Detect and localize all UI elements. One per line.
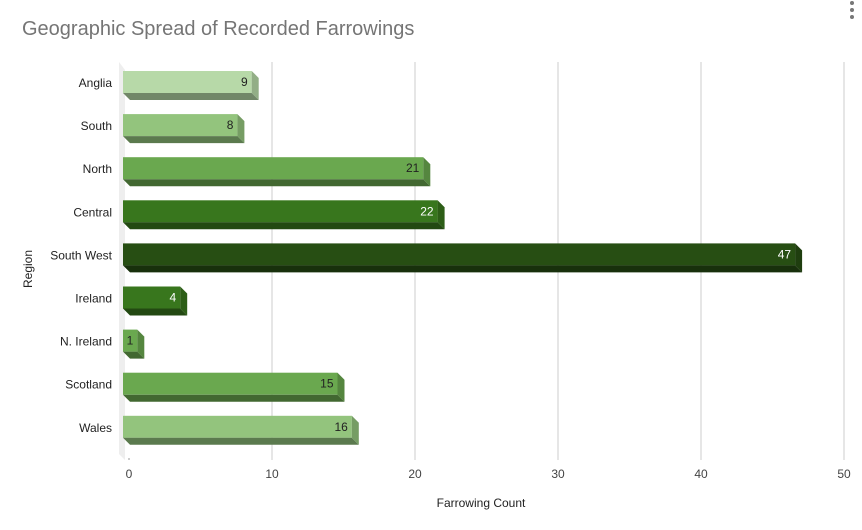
chart-title: Geographic Spread of Recorded Farrowings [22, 18, 415, 40]
data-label: 9 [241, 75, 248, 89]
bar-bottom-face [123, 394, 345, 402]
y-category-label: Central [73, 205, 112, 219]
y-category-label: Scotland [65, 378, 112, 392]
bar-end-face [351, 415, 359, 445]
y-axis-title: Region [21, 250, 35, 288]
x-tick-label: 10 [265, 467, 279, 481]
data-label: 8 [227, 118, 234, 132]
y-category-label: Ireland [75, 292, 112, 306]
bar-bottom-face [123, 265, 803, 273]
bar-central[interactable] [123, 200, 438, 223]
bar-anglia[interactable] [123, 71, 252, 93]
x-tick-label: 30 [551, 467, 565, 481]
x-tick-label: 0 [126, 467, 133, 481]
y-category-label: North [83, 162, 112, 176]
bar-south[interactable] [123, 114, 238, 137]
bar-end-face [437, 200, 445, 230]
bar-bottom-face [123, 351, 145, 359]
y-category-label: Anglia [79, 76, 113, 90]
bar-bottom-face [123, 222, 445, 230]
data-label: 15 [320, 377, 334, 391]
bar-n-ireland[interactable] [123, 329, 138, 352]
bar-end-face [251, 71, 259, 100]
more-options-icon[interactable] [846, 0, 858, 22]
x-tick-label: 50 [837, 467, 851, 481]
x-tick-label: 20 [408, 467, 422, 481]
bar-bottom-face [123, 308, 188, 316]
bar-south-west[interactable] [123, 243, 796, 266]
bar-ireland[interactable] [123, 286, 181, 309]
bar-end-face [137, 329, 145, 359]
y-category-label: Wales [79, 421, 112, 435]
data-label: 21 [406, 161, 420, 175]
bar-wales[interactable] [123, 415, 352, 438]
bar-end-face [237, 114, 245, 144]
bar-bottom-face [123, 179, 431, 187]
bar-bottom-face [123, 437, 359, 445]
bar-end-face [180, 286, 188, 316]
x-tick-label: 40 [694, 467, 708, 481]
data-label: 22 [420, 204, 434, 218]
data-label: 1 [127, 334, 134, 348]
bar-bottom-face [123, 93, 259, 100]
x-axis-title: Farrowing Count [437, 496, 526, 510]
bar-end-face [337, 372, 345, 402]
bar-scotland[interactable] [123, 372, 338, 395]
y-category-label: South [81, 119, 112, 133]
bar-end-face [423, 157, 431, 187]
y-category-label: N. Ireland [60, 335, 112, 349]
data-label: 4 [170, 291, 177, 305]
bar-bottom-face [123, 136, 245, 144]
bar-end-face [795, 243, 803, 273]
data-label: 47 [778, 247, 792, 261]
bar-north[interactable] [123, 157, 424, 180]
data-label: 16 [334, 420, 348, 434]
y-category-label: South West [50, 248, 112, 262]
